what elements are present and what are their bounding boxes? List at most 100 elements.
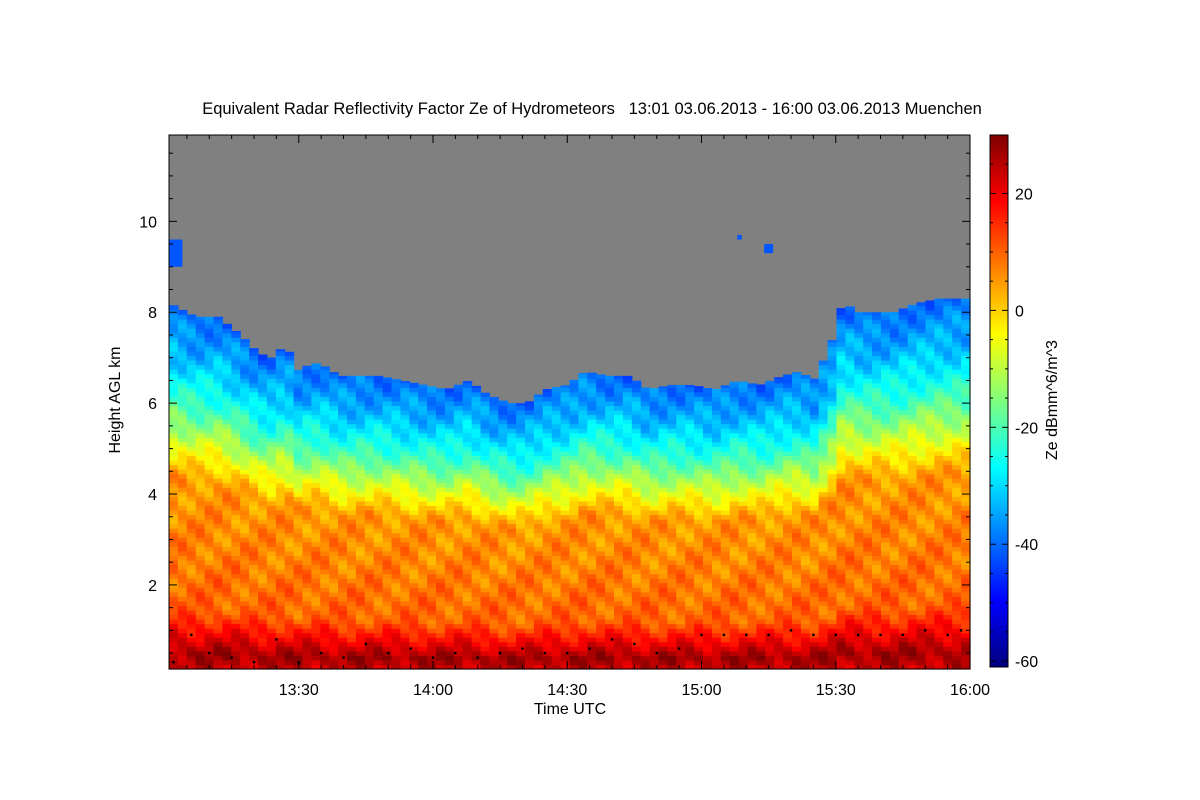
heatmap-cell bbox=[792, 372, 802, 374]
heatmap-cell bbox=[231, 642, 241, 647]
heatmap-cell bbox=[543, 564, 553, 569]
heatmap-cell bbox=[231, 546, 241, 551]
heatmap-cell bbox=[392, 537, 402, 542]
heatmap-cell bbox=[436, 533, 446, 538]
heatmap-cell bbox=[463, 455, 473, 460]
heatmap-cell bbox=[481, 433, 491, 438]
heatmap-cell bbox=[338, 637, 348, 642]
heatmap-cell bbox=[267, 442, 277, 447]
heatmap-cell bbox=[543, 496, 553, 501]
heatmap-cell bbox=[445, 619, 455, 624]
heatmap-cell bbox=[756, 410, 766, 415]
heatmap-cell bbox=[748, 533, 758, 538]
heatmap-cell bbox=[258, 546, 268, 551]
heatmap-cell bbox=[409, 469, 419, 474]
heatmap-cell bbox=[392, 469, 402, 474]
heatmap-cell bbox=[721, 574, 731, 579]
heatmap-cell bbox=[231, 383, 241, 388]
heatmap-cell bbox=[329, 464, 339, 469]
heatmap-cell bbox=[454, 601, 464, 606]
heatmap-cell bbox=[792, 460, 802, 465]
heatmap-cell bbox=[196, 551, 206, 556]
heatmap-cell bbox=[454, 433, 464, 438]
heatmap-cell bbox=[249, 355, 259, 360]
heatmap-cell bbox=[837, 437, 847, 442]
heatmap-cell bbox=[748, 546, 758, 551]
heatmap-cell bbox=[810, 524, 820, 529]
heatmap-cell bbox=[641, 437, 651, 442]
heatmap-cell bbox=[685, 614, 695, 619]
heatmap-cell bbox=[481, 396, 491, 401]
heatmap-cell bbox=[472, 528, 482, 533]
heatmap-cell bbox=[712, 464, 722, 469]
heatmap-cell bbox=[320, 614, 330, 619]
heatmap-cell bbox=[765, 410, 775, 415]
heatmap-cell bbox=[828, 392, 838, 397]
heatmap-cell bbox=[205, 487, 215, 492]
heatmap-cell bbox=[534, 614, 544, 619]
heatmap-cell bbox=[605, 405, 615, 410]
heatmap-cell bbox=[196, 492, 206, 497]
heatmap-cell bbox=[748, 492, 758, 497]
heatmap-cell bbox=[320, 551, 330, 556]
heatmap-cell bbox=[187, 387, 197, 392]
heatmap-cell bbox=[249, 478, 259, 483]
heatmap-cell bbox=[792, 510, 802, 515]
heatmap-cell bbox=[311, 437, 321, 442]
heatmap-cell bbox=[178, 587, 188, 592]
heatmap-cell bbox=[383, 451, 393, 456]
heatmap-cell bbox=[694, 542, 704, 547]
heatmap-cell bbox=[383, 583, 393, 588]
heatmap-cell bbox=[320, 637, 330, 642]
heatmap-cell bbox=[837, 564, 847, 569]
heatmap-cell bbox=[614, 501, 624, 506]
heatmap-cell bbox=[249, 637, 259, 642]
heatmap-cell bbox=[472, 569, 482, 574]
heatmap-cell bbox=[614, 646, 624, 651]
heatmap-cell bbox=[756, 487, 766, 492]
heatmap-cell bbox=[765, 446, 775, 451]
heatmap-cell bbox=[703, 592, 713, 597]
heatmap-cell bbox=[392, 433, 402, 438]
heatmap-cell bbox=[294, 437, 304, 442]
heatmap-cell bbox=[712, 415, 722, 420]
heatmap-cell bbox=[294, 378, 304, 383]
heatmap-cell bbox=[249, 401, 259, 406]
heatmap-cell bbox=[748, 392, 758, 397]
heatmap-cell bbox=[837, 583, 847, 588]
heatmap-cell bbox=[276, 633, 286, 638]
heatmap-cell bbox=[685, 624, 695, 629]
heatmap-cell bbox=[258, 537, 268, 542]
heatmap-cell bbox=[267, 592, 277, 597]
heatmap-cell bbox=[774, 619, 784, 624]
heatmap-cell bbox=[347, 637, 357, 642]
heatmap-cell bbox=[338, 569, 348, 574]
heatmap-cell bbox=[792, 564, 802, 569]
heatmap-cell bbox=[472, 660, 482, 665]
heatmap-cell bbox=[543, 510, 553, 515]
heatmap-cell bbox=[703, 505, 713, 510]
heatmap-cell bbox=[347, 583, 357, 588]
heatmap-cell bbox=[561, 628, 571, 633]
heatmap-cell bbox=[730, 396, 740, 401]
heatmap-cell bbox=[561, 569, 571, 574]
heatmap-cell bbox=[507, 628, 517, 633]
heatmap-cell bbox=[543, 455, 553, 460]
heatmap-cell bbox=[801, 387, 811, 392]
heatmap-cell bbox=[267, 501, 277, 506]
heatmap-cell bbox=[267, 610, 277, 615]
heatmap-cell bbox=[249, 365, 259, 370]
heatmap-cell bbox=[561, 614, 571, 619]
heatmap-cell bbox=[783, 537, 793, 542]
heatmap-cell bbox=[587, 660, 597, 665]
heatmap-cell bbox=[285, 419, 295, 424]
heatmap-cell bbox=[285, 596, 295, 601]
heatmap-cell bbox=[436, 537, 446, 542]
heatmap-cell bbox=[231, 578, 241, 583]
heatmap-cell bbox=[659, 424, 669, 429]
heatmap-cell bbox=[685, 619, 695, 624]
heatmap-cell bbox=[587, 605, 597, 610]
heatmap-cell bbox=[311, 614, 321, 619]
heatmap-cell bbox=[667, 533, 677, 538]
heatmap-cell bbox=[489, 451, 499, 456]
